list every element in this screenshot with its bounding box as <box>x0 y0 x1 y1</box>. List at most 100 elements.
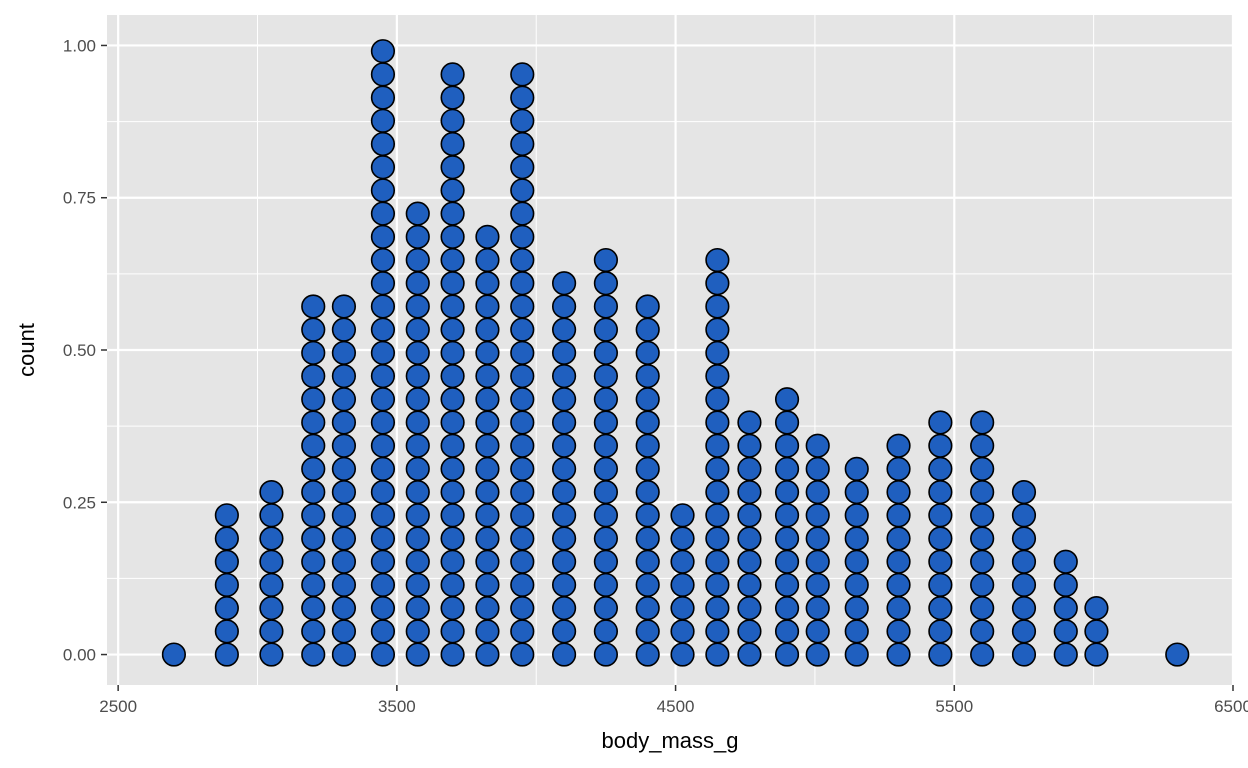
dot-point <box>970 619 995 644</box>
dot-point <box>440 178 465 203</box>
dot-point <box>886 596 911 621</box>
dot-point <box>405 224 430 249</box>
dot-point <box>970 642 995 667</box>
dot-point <box>161 642 186 667</box>
dot-point <box>440 62 465 87</box>
dot-point <box>440 247 465 273</box>
y-tick-label: 1.00 <box>63 36 96 55</box>
dot-point <box>214 572 239 598</box>
dot-point <box>805 596 830 621</box>
dot-point <box>1084 642 1109 667</box>
dot-point <box>510 642 535 667</box>
dot-point <box>1053 642 1078 667</box>
dot-point <box>331 619 357 644</box>
dot-point <box>475 642 500 667</box>
dot-point <box>635 549 660 574</box>
dot-point <box>593 340 619 365</box>
dot-point <box>635 340 660 365</box>
dot-point <box>370 224 396 249</box>
dot-point <box>370 642 396 667</box>
dot-point <box>475 317 500 342</box>
dot-point <box>475 294 500 319</box>
dot-point <box>805 456 830 481</box>
dot-point <box>370 363 396 389</box>
dot-point <box>737 596 762 621</box>
dot-point <box>928 596 953 621</box>
dot-point <box>475 224 500 249</box>
y-tick-label: 0.75 <box>63 189 96 208</box>
dot-point <box>259 596 284 621</box>
dot-point <box>774 503 800 528</box>
dot-point <box>551 387 577 412</box>
dot-point <box>635 456 660 481</box>
dot-point <box>737 480 762 505</box>
dot-point <box>928 456 953 481</box>
dot-point <box>670 526 695 551</box>
dot-point <box>635 363 660 389</box>
dot-point <box>593 387 619 412</box>
dot-point <box>370 131 396 157</box>
dot-point <box>405 526 430 551</box>
dot-point <box>844 549 869 574</box>
dot-point <box>301 410 326 435</box>
dot-point <box>259 549 284 574</box>
dot-point <box>928 572 953 598</box>
dot-point <box>259 572 284 598</box>
dot-point <box>705 294 730 319</box>
dot-point <box>301 363 326 389</box>
dot-point <box>331 410 357 435</box>
dot-point <box>928 526 953 551</box>
dot-point <box>331 294 357 319</box>
dot-point <box>805 549 830 574</box>
dot-layer <box>161 39 1190 667</box>
dot-point <box>705 433 730 458</box>
dot-point <box>1011 596 1037 621</box>
dot-point <box>970 480 995 505</box>
dot-point <box>774 433 800 458</box>
dot-point <box>259 480 284 505</box>
dot-point <box>440 526 465 551</box>
dot-point <box>405 503 430 528</box>
dot-point <box>1084 619 1109 644</box>
dot-point <box>670 503 695 528</box>
dot-point <box>844 480 869 505</box>
dot-point <box>844 526 869 551</box>
dot-point <box>405 572 430 598</box>
dot-point <box>214 526 239 551</box>
dot-point <box>331 503 357 528</box>
dot-point <box>928 433 953 458</box>
dot-point <box>331 340 357 365</box>
dot-point <box>844 596 869 621</box>
dot-point <box>705 410 730 435</box>
dot-point <box>510 340 535 365</box>
dot-point <box>370 387 396 412</box>
dot-point <box>214 642 239 667</box>
dot-point <box>510 85 535 110</box>
x-tick-label: 4500 <box>657 697 695 716</box>
dot-point <box>370 456 396 481</box>
dot-point <box>1053 596 1078 621</box>
dot-point <box>635 317 660 342</box>
dot-point <box>301 596 326 621</box>
dot-point <box>510 596 535 621</box>
dot-point <box>370 619 396 644</box>
dot-point <box>440 224 465 249</box>
dot-point <box>1011 549 1037 574</box>
y-tick-label: 0.25 <box>63 493 96 512</box>
dot-point <box>475 456 500 481</box>
dot-point <box>635 572 660 598</box>
dot-point <box>844 456 869 481</box>
dot-point <box>705 340 730 365</box>
dot-point <box>737 410 762 435</box>
dot-point <box>440 340 465 365</box>
dot-point <box>510 619 535 644</box>
dot-point <box>635 410 660 435</box>
dot-point <box>301 526 326 551</box>
dot-point <box>551 572 577 598</box>
dot-point <box>510 247 535 273</box>
dot-point <box>405 363 430 389</box>
dot-point <box>440 433 465 458</box>
dot-point <box>551 340 577 365</box>
dot-point <box>510 387 535 412</box>
dot-point <box>670 642 695 667</box>
